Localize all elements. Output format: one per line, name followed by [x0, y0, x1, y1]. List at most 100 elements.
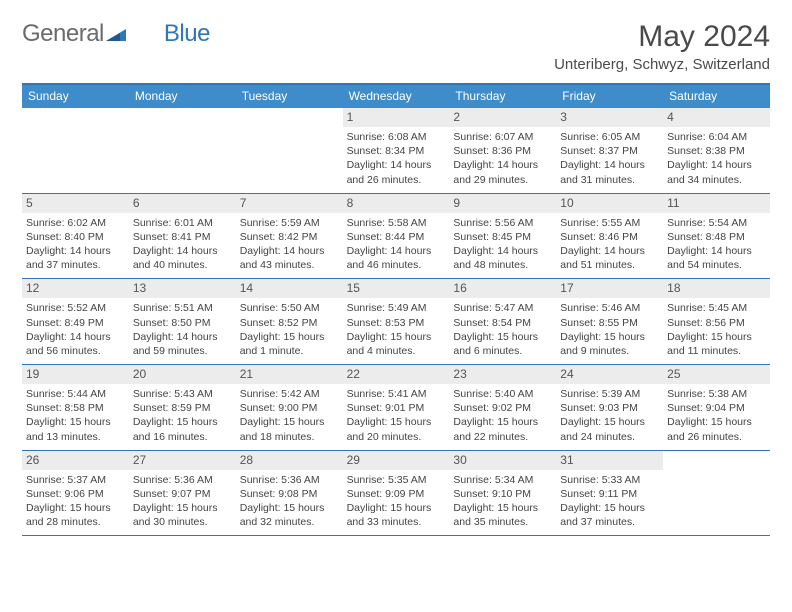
day-cell: 18 Sunrise: 5:45 AMSunset: 8:56 PMDayligh…: [663, 279, 770, 364]
day-details: Sunrise: 6:04 AMSunset: 8:38 PMDaylight:…: [667, 130, 766, 187]
day-number: 26: [22, 451, 129, 470]
day-details: Sunrise: 5:41 AMSunset: 9:01 PMDaylight:…: [347, 387, 446, 444]
day-cell: 25 Sunrise: 5:38 AMSunset: 9:04 PMDayligh…: [663, 365, 770, 450]
day-cell: 8Sunrise: 5:58 AMSunset: 8:44 PMDaylight…: [343, 194, 450, 279]
day-details: Sunrise: 5:52 AMSunset: 8:49 PMDaylight:…: [26, 301, 125, 358]
day-details: Sunrise: 5:59 AMSunset: 8:42 PMDaylight:…: [240, 216, 339, 273]
day-number: 22: [343, 365, 450, 384]
day-number: 9: [449, 194, 556, 213]
day-cell: 5Sunrise: 6:02 AMSunset: 8:40 PMDaylight…: [22, 194, 129, 279]
weekday-header: Saturday: [663, 85, 770, 108]
day-details: Sunrise: 5:35 AMSunset: 9:09 PMDaylight:…: [347, 473, 446, 530]
calendar-body: 1 Sunrise: 6:08 AMSunset: 8:34 PMDaylight…: [22, 108, 770, 536]
day-number: 19: [22, 365, 129, 384]
day-number: 20: [129, 365, 236, 384]
week-row: 26 Sunrise: 5:37 AMSunset: 9:06 PMDayligh…: [22, 451, 770, 537]
calendar: SundayMondayTuesdayWednesdayThursdayFrid…: [22, 83, 770, 536]
day-number: 13: [129, 279, 236, 298]
day-details: Sunrise: 5:51 AMSunset: 8:50 PMDaylight:…: [133, 301, 232, 358]
week-row: 5Sunrise: 6:02 AMSunset: 8:40 PMDaylight…: [22, 194, 770, 280]
weekday-header: Sunday: [22, 85, 129, 108]
day-cell: 2 Sunrise: 6:07 AMSunset: 8:36 PMDaylight…: [449, 108, 556, 193]
day-number: 15: [343, 279, 450, 298]
day-cell: 31 Sunrise: 5:33 AMSunset: 9:11 PMDayligh…: [556, 451, 663, 536]
day-details: Sunrise: 5:37 AMSunset: 9:06 PMDaylight:…: [26, 473, 125, 530]
day-number: 2: [449, 108, 556, 127]
day-cell: 3Sunrise: 6:05 AMSunset: 8:37 PMDaylight…: [556, 108, 663, 193]
day-number: 1: [343, 108, 450, 127]
day-number: 4: [663, 108, 770, 127]
day-number: 12: [22, 279, 129, 298]
day-details: Sunrise: 5:50 AMSunset: 8:52 PMDaylight:…: [240, 301, 339, 358]
week-row: 12 Sunrise: 5:52 AMSunset: 8:49 PMDayligh…: [22, 279, 770, 365]
day-cell: 15 Sunrise: 5:49 AMSunset: 8:53 PMDayligh…: [343, 279, 450, 364]
day-cell: 16 Sunrise: 5:47 AMSunset: 8:54 PMDayligh…: [449, 279, 556, 364]
logo-general: General: [22, 20, 104, 48]
day-cell: 12 Sunrise: 5:52 AMSunset: 8:49 PMDayligh…: [22, 279, 129, 364]
day-number: 29: [343, 451, 450, 470]
day-cell: 22 Sunrise: 5:41 AMSunset: 9:01 PMDayligh…: [343, 365, 450, 450]
day-details: Sunrise: 5:45 AMSunset: 8:56 PMDaylight:…: [667, 301, 766, 358]
empty-cell: [22, 108, 129, 193]
day-number: 11: [663, 194, 770, 213]
day-number: 25: [663, 365, 770, 384]
logo-blue: Blue: [164, 20, 210, 48]
title-block: May 2024 Unteriberg, Schwyz, Switzerland: [554, 20, 770, 73]
month-title: May 2024: [554, 20, 770, 54]
day-number: 16: [449, 279, 556, 298]
day-details: Sunrise: 5:47 AMSunset: 8:54 PMDaylight:…: [453, 301, 552, 358]
day-details: Sunrise: 6:08 AMSunset: 8:34 PMDaylight:…: [347, 130, 446, 187]
day-details: Sunrise: 5:36 AMSunset: 9:08 PMDaylight:…: [240, 473, 339, 530]
day-cell: 30Sunrise: 5:34 AMSunset: 9:10 PMDayligh…: [449, 451, 556, 536]
day-cell: 26 Sunrise: 5:37 AMSunset: 9:06 PMDayligh…: [22, 451, 129, 536]
day-cell: 27 Sunrise: 5:36 AMSunset: 9:07 PMDayligh…: [129, 451, 236, 536]
day-cell: 9 Sunrise: 5:56 AMSunset: 8:45 PMDaylight…: [449, 194, 556, 279]
day-number: 3: [556, 108, 663, 127]
day-details: Sunrise: 5:33 AMSunset: 9:11 PMDaylight:…: [560, 473, 659, 530]
empty-cell: [663, 451, 770, 536]
day-number: 10: [556, 194, 663, 213]
day-details: Sunrise: 6:01 AMSunset: 8:41 PMDaylight:…: [133, 216, 232, 273]
empty-cell: [236, 108, 343, 193]
day-details: Sunrise: 6:07 AMSunset: 8:36 PMDaylight:…: [453, 130, 552, 187]
day-details: Sunrise: 5:56 AMSunset: 8:45 PMDaylight:…: [453, 216, 552, 273]
day-details: Sunrise: 5:36 AMSunset: 9:07 PMDaylight:…: [133, 473, 232, 530]
day-number: 24: [556, 365, 663, 384]
day-cell: 13 Sunrise: 5:51 AMSunset: 8:50 PMDayligh…: [129, 279, 236, 364]
day-details: Sunrise: 5:55 AMSunset: 8:46 PMDaylight:…: [560, 216, 659, 273]
day-number: 7: [236, 194, 343, 213]
day-details: Sunrise: 5:34 AMSunset: 9:10 PMDaylight:…: [453, 473, 552, 530]
empty-cell: [129, 108, 236, 193]
day-cell: 1 Sunrise: 6:08 AMSunset: 8:34 PMDaylight…: [343, 108, 450, 193]
day-details: Sunrise: 5:39 AMSunset: 9:03 PMDaylight:…: [560, 387, 659, 444]
day-number: 21: [236, 365, 343, 384]
day-details: Sunrise: 5:40 AMSunset: 9:02 PMDaylight:…: [453, 387, 552, 444]
day-cell: 20Sunrise: 5:43 AMSunset: 8:59 PMDayligh…: [129, 365, 236, 450]
day-cell: 14 Sunrise: 5:50 AMSunset: 8:52 PMDayligh…: [236, 279, 343, 364]
day-number: 28: [236, 451, 343, 470]
day-number: 18: [663, 279, 770, 298]
day-cell: 4 Sunrise: 6:04 AMSunset: 8:38 PMDaylight…: [663, 108, 770, 193]
weekday-header: Tuesday: [236, 85, 343, 108]
day-number: 6: [129, 194, 236, 213]
day-cell: 23 Sunrise: 5:40 AMSunset: 9:02 PMDayligh…: [449, 365, 556, 450]
location: Unteriberg, Schwyz, Switzerland: [554, 56, 770, 73]
day-details: Sunrise: 5:42 AMSunset: 9:00 PMDaylight:…: [240, 387, 339, 444]
logo: General Blue: [22, 20, 210, 48]
day-details: Sunrise: 5:49 AMSunset: 8:53 PMDaylight:…: [347, 301, 446, 358]
weekday-header: Wednesday: [343, 85, 450, 108]
day-number: 5: [22, 194, 129, 213]
day-number: 31: [556, 451, 663, 470]
day-number: 23: [449, 365, 556, 384]
day-number: 8: [343, 194, 450, 213]
weekday-header: Friday: [556, 85, 663, 108]
day-number: 27: [129, 451, 236, 470]
day-details: Sunrise: 5:54 AMSunset: 8:48 PMDaylight:…: [667, 216, 766, 273]
weekday-header-row: SundayMondayTuesdayWednesdayThursdayFrid…: [22, 85, 770, 108]
day-number: 14: [236, 279, 343, 298]
day-cell: 24 Sunrise: 5:39 AMSunset: 9:03 PMDayligh…: [556, 365, 663, 450]
week-row: 1 Sunrise: 6:08 AMSunset: 8:34 PMDaylight…: [22, 108, 770, 194]
day-details: Sunrise: 5:38 AMSunset: 9:04 PMDaylight:…: [667, 387, 766, 444]
day-cell: 7 Sunrise: 5:59 AMSunset: 8:42 PMDaylight…: [236, 194, 343, 279]
day-cell: 17Sunrise: 5:46 AMSunset: 8:55 PMDayligh…: [556, 279, 663, 364]
